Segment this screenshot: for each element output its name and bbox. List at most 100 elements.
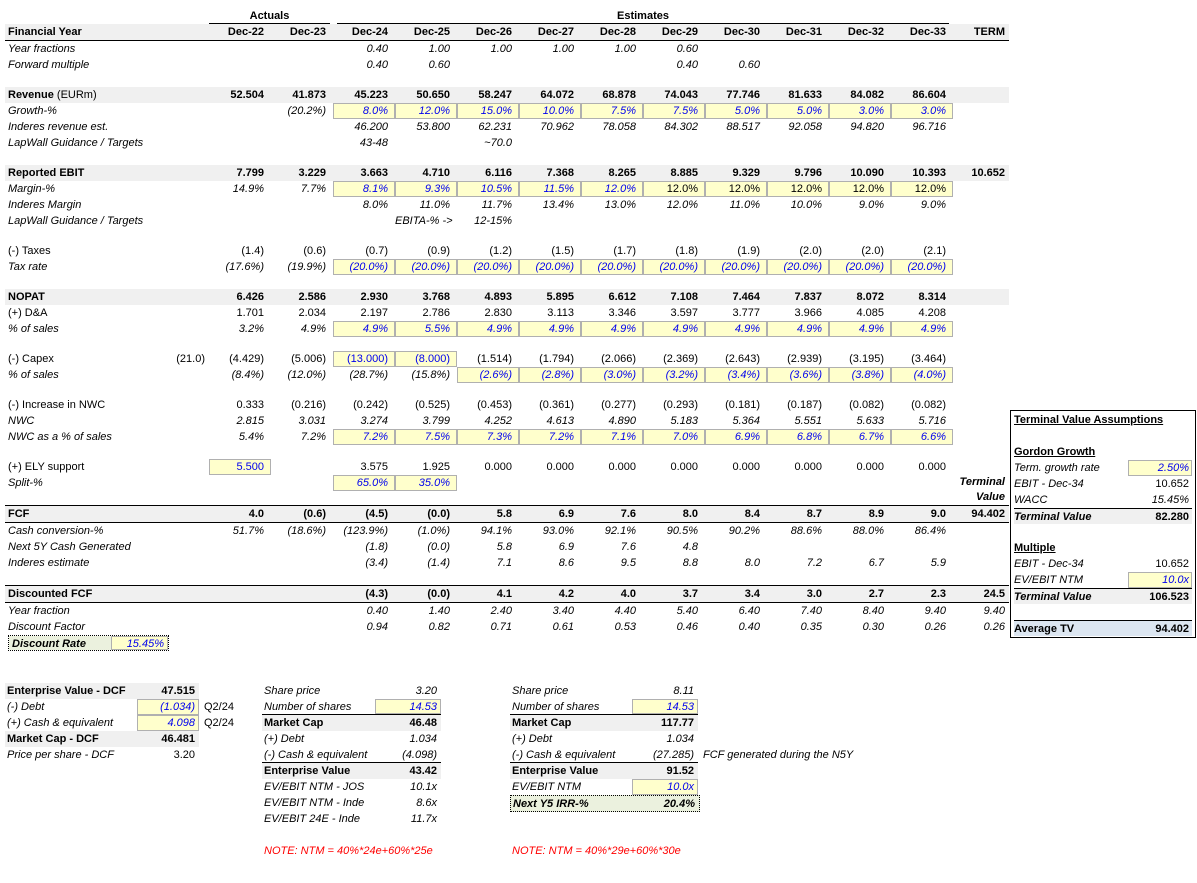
- cell[interactable]: 6.8%: [767, 429, 829, 445]
- cell: [953, 459, 1009, 475]
- cell: [175, 506, 209, 522]
- cell[interactable]: (3.6%): [767, 367, 829, 383]
- cell[interactable]: 5.500: [209, 459, 271, 475]
- cell[interactable]: (20.0%): [581, 259, 643, 275]
- cell[interactable]: 4.9%: [457, 321, 519, 337]
- cell[interactable]: 4.9%: [767, 321, 829, 337]
- cell[interactable]: (4.0%): [891, 367, 953, 383]
- cell[interactable]: 4.9%: [519, 321, 581, 337]
- cell: Dec-23: [289, 26, 326, 38]
- cell[interactable]: (2.8%): [519, 367, 581, 383]
- cell[interactable]: 10.5%: [457, 181, 519, 197]
- cell: 11.0%: [729, 199, 760, 211]
- label-value-pair: Number of shares 14.53: [262, 699, 441, 715]
- cell[interactable]: 7.1%: [581, 429, 643, 445]
- row-cash-conversion: Cash conversion-% 51.7% (18.6%) (123.9%) (1.…: [5, 523, 1009, 539]
- cell[interactable]: 11.5%: [519, 181, 581, 197]
- cell[interactable]: (20.0%): [705, 259, 767, 275]
- cell[interactable]: (20.0%): [457, 259, 519, 275]
- cell: [395, 135, 457, 151]
- cell[interactable]: 9.3%: [395, 181, 457, 197]
- cell[interactable]: 15.0%: [457, 103, 519, 119]
- cell[interactable]: (20.0%): [643, 259, 705, 275]
- discount-rate-input[interactable]: 15.45%: [111, 636, 168, 650]
- cell[interactable]: 4.9%: [705, 321, 767, 337]
- cell[interactable]: (20.0%): [395, 259, 457, 275]
- cell: (2.1): [923, 245, 946, 257]
- cell[interactable]: 4.9%: [829, 321, 891, 337]
- cell: (0.525): [415, 399, 450, 411]
- cell[interactable]: 7.2%: [519, 429, 581, 445]
- cell[interactable]: 6.6%: [891, 429, 953, 445]
- cell[interactable]: 7.0%: [643, 429, 705, 445]
- cell[interactable]: 7.5%: [395, 429, 457, 445]
- cell: [829, 539, 891, 555]
- summary-value[interactable]: 10.0x: [632, 779, 698, 795]
- cell[interactable]: 4.9%: [581, 321, 643, 337]
- cell: (0.361): [539, 399, 574, 411]
- cell[interactable]: 12.0%: [891, 181, 953, 197]
- cell[interactable]: 5.0%: [705, 103, 767, 119]
- cell[interactable]: (20.0%): [829, 259, 891, 275]
- cell[interactable]: 65.0%: [333, 475, 395, 491]
- cell: (1.5): [551, 245, 574, 257]
- cell[interactable]: 12.0%: [581, 181, 643, 197]
- cell[interactable]: 4.9%: [891, 321, 953, 337]
- panel-value[interactable]: 2.50%: [1128, 460, 1192, 476]
- cell[interactable]: 4.9%: [333, 321, 395, 337]
- cell: (0.082): [911, 399, 946, 411]
- cell: [829, 41, 891, 57]
- cell[interactable]: 12.0%: [705, 181, 767, 197]
- cell[interactable]: (13.000): [333, 351, 395, 367]
- cell: [175, 181, 209, 197]
- cell[interactable]: 12.0%: [829, 181, 891, 197]
- summary-value[interactable]: 4.098: [137, 715, 199, 731]
- cell[interactable]: 12.0%: [767, 181, 829, 197]
- cell: [271, 57, 333, 73]
- summary-row-ev-ebit-ntm-inde: EV/EBIT NTM - Inde 8.6x: [262, 795, 532, 811]
- cell[interactable]: (3.8%): [829, 367, 891, 383]
- cell[interactable]: 3.0%: [891, 103, 953, 119]
- cell: [175, 289, 209, 305]
- cell: [271, 539, 333, 555]
- cell[interactable]: 7.5%: [581, 103, 643, 119]
- summary-value[interactable]: 14.53: [632, 699, 698, 714]
- cell: [175, 586, 209, 602]
- cell[interactable]: (3.0%): [581, 367, 643, 383]
- panel-row-term-growth-rate: Term. growth rate 2.50%: [1014, 460, 1192, 476]
- cell[interactable]: 7.3%: [457, 429, 519, 445]
- cell[interactable]: 4.9%: [643, 321, 705, 337]
- cell[interactable]: 10.0%: [519, 103, 581, 119]
- panel-value[interactable]: 10.0x: [1128, 572, 1192, 588]
- cell[interactable]: (20.0%): [767, 259, 829, 275]
- summary-value[interactable]: 14.53: [375, 699, 441, 714]
- cell[interactable]: 6.7%: [829, 429, 891, 445]
- summary-value[interactable]: (1.034): [137, 699, 199, 715]
- cell[interactable]: (20.0%): [519, 259, 581, 275]
- cell[interactable]: (20.0%): [333, 259, 395, 275]
- cell[interactable]: (3.2%): [643, 367, 705, 383]
- cell[interactable]: 6.9%: [705, 429, 767, 445]
- cell[interactable]: 7.2%: [333, 429, 395, 445]
- cell[interactable]: (3.4%): [705, 367, 767, 383]
- cell[interactable]: 8.0%: [333, 103, 395, 119]
- cell[interactable]: 7.5%: [643, 103, 705, 119]
- cell[interactable]: (2.6%): [457, 367, 519, 383]
- cell[interactable]: 35.0%: [395, 475, 457, 491]
- cell[interactable]: 5.5%: [395, 321, 457, 337]
- cell[interactable]: 3.0%: [829, 103, 891, 119]
- cell[interactable]: 12.0%: [643, 181, 705, 197]
- cell[interactable]: 8.1%: [333, 181, 395, 197]
- cell: (17.6%): [225, 261, 264, 273]
- cell: 3.597: [670, 307, 698, 319]
- cell[interactable]: (8.000): [395, 351, 457, 367]
- row-tax-rate: Tax rate (17.6%) (19.9%) (20.0%) (20.0%) (20.…: [5, 259, 1009, 275]
- cell: 8.40: [862, 605, 884, 617]
- cell: 78.058: [602, 121, 636, 133]
- summary-value: 8.6x: [416, 797, 437, 809]
- row-of-sales: % of sales 3.2% 4.9% 4.9% 5.5% 4.9% 4.9% 4.9% 4.…: [5, 321, 1009, 337]
- cell[interactable]: 5.0%: [767, 103, 829, 119]
- cell[interactable]: 12.0%: [395, 103, 457, 119]
- label-value-pair: (-) Cash & equivalent (27.285): [510, 747, 698, 763]
- cell[interactable]: (20.0%): [891, 259, 953, 275]
